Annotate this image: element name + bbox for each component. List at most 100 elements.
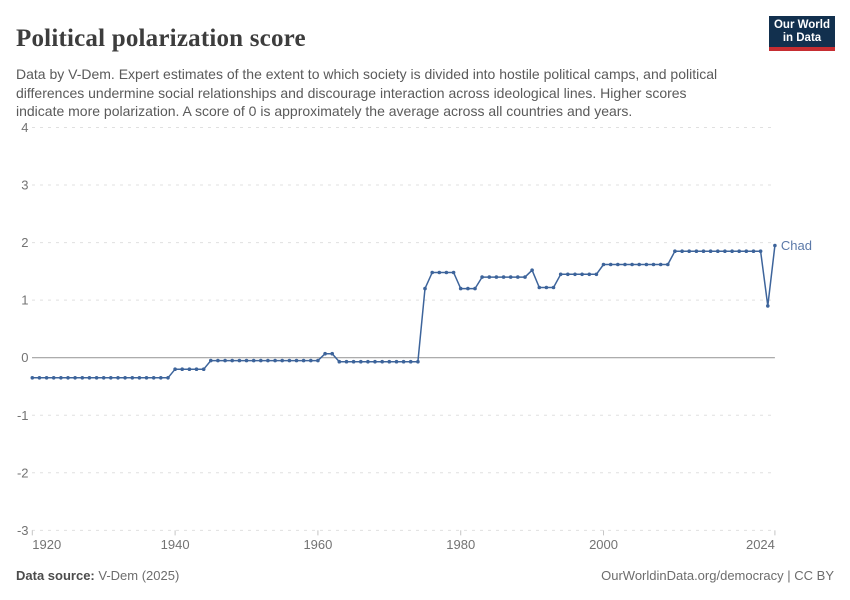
data-point[interactable] (137, 376, 142, 380)
data-point[interactable] (87, 376, 92, 380)
data-point[interactable] (687, 249, 691, 253)
data-point[interactable] (616, 262, 620, 267)
data-point[interactable] (237, 358, 242, 363)
data-point[interactable] (73, 376, 77, 380)
data-point[interactable] (508, 275, 513, 279)
data-point[interactable] (444, 270, 449, 275)
data-point[interactable] (209, 358, 213, 363)
data-point[interactable] (423, 286, 427, 291)
data-point[interactable] (316, 358, 320, 363)
data-point[interactable] (437, 270, 442, 275)
data-point[interactable] (151, 376, 156, 380)
data-point[interactable] (37, 376, 42, 380)
data-point[interactable] (680, 249, 684, 253)
data-point[interactable] (44, 376, 49, 380)
data-point[interactable] (301, 358, 306, 363)
data-point[interactable] (666, 262, 670, 267)
data-point[interactable] (387, 359, 392, 364)
data-point[interactable] (230, 358, 234, 363)
data-point[interactable] (580, 272, 584, 277)
data-point[interactable] (544, 285, 549, 290)
data-point[interactable] (66, 376, 70, 380)
data-point[interactable] (623, 262, 627, 267)
data-point[interactable] (501, 275, 506, 279)
data-point[interactable] (416, 359, 420, 364)
data-point[interactable] (558, 272, 563, 277)
data-point[interactable] (480, 275, 484, 279)
data-point[interactable] (458, 286, 463, 291)
data-point[interactable] (280, 358, 285, 363)
data-point[interactable] (716, 249, 720, 253)
data-point[interactable] (380, 359, 385, 364)
data-point[interactable] (130, 376, 135, 380)
data-point[interactable] (494, 275, 499, 279)
data-point[interactable] (473, 286, 477, 291)
data-point[interactable] (344, 359, 349, 364)
data-point[interactable] (266, 358, 270, 363)
data-point[interactable] (330, 351, 335, 356)
data-point[interactable] (730, 249, 734, 253)
data-point[interactable] (537, 285, 542, 290)
data-point[interactable] (701, 249, 706, 253)
data-point[interactable] (123, 376, 127, 380)
data-point[interactable] (101, 376, 106, 380)
credit-link[interactable]: OurWorldinData.org/democracy | CC BY (601, 568, 834, 583)
entity-label-chad[interactable]: Chad (781, 238, 812, 253)
data-point[interactable] (80, 376, 85, 380)
data-point[interactable] (644, 262, 649, 267)
data-point[interactable] (566, 272, 570, 277)
data-point[interactable] (751, 249, 756, 253)
data-point[interactable] (594, 272, 599, 277)
data-point[interactable] (408, 359, 413, 364)
data-point[interactable] (708, 249, 713, 253)
data-point[interactable] (723, 249, 727, 253)
data-point[interactable] (573, 272, 577, 277)
data-point[interactable] (287, 358, 292, 363)
data-point[interactable] (487, 275, 492, 279)
data-point[interactable] (223, 358, 227, 363)
data-point[interactable] (173, 367, 177, 372)
data-point[interactable] (201, 367, 206, 372)
data-point[interactable] (466, 286, 470, 291)
data-point[interactable] (187, 367, 192, 372)
data-point[interactable] (351, 359, 356, 364)
data-point[interactable] (216, 358, 220, 363)
data-point[interactable] (59, 376, 63, 380)
data-point[interactable] (309, 358, 313, 363)
data-point[interactable] (608, 262, 613, 267)
data-point[interactable] (373, 359, 377, 364)
data-point[interactable] (251, 358, 256, 363)
data-point[interactable] (737, 249, 741, 253)
data-point[interactable] (159, 376, 163, 380)
data-point[interactable] (294, 358, 299, 363)
data-point[interactable] (766, 304, 770, 308)
data-point[interactable] (744, 249, 749, 253)
data-point[interactable] (694, 249, 699, 253)
data-point[interactable] (166, 376, 170, 380)
data-point[interactable] (523, 275, 527, 279)
data-point[interactable] (673, 249, 677, 253)
data-point[interactable] (259, 358, 263, 363)
data-point[interactable] (244, 358, 249, 363)
data-point[interactable] (144, 376, 149, 380)
data-point[interactable] (451, 270, 456, 275)
data-point[interactable] (530, 268, 534, 273)
data-point[interactable] (180, 367, 184, 372)
data-point[interactable] (758, 249, 763, 253)
data-point[interactable] (30, 376, 35, 380)
data-point[interactable] (430, 270, 435, 275)
data-point[interactable] (516, 275, 520, 279)
owid-logo[interactable]: Our World in Data (769, 16, 835, 51)
data-point[interactable] (637, 262, 641, 267)
data-point[interactable] (359, 359, 363, 364)
data-point[interactable] (658, 262, 663, 267)
data-point[interactable] (773, 243, 777, 248)
data-point[interactable] (366, 359, 370, 364)
data-point[interactable] (94, 376, 99, 380)
data-point[interactable] (323, 351, 327, 356)
data-point[interactable] (51, 376, 56, 380)
data-point[interactable] (273, 358, 277, 363)
data-point[interactable] (116, 376, 120, 380)
data-point[interactable] (587, 272, 592, 277)
